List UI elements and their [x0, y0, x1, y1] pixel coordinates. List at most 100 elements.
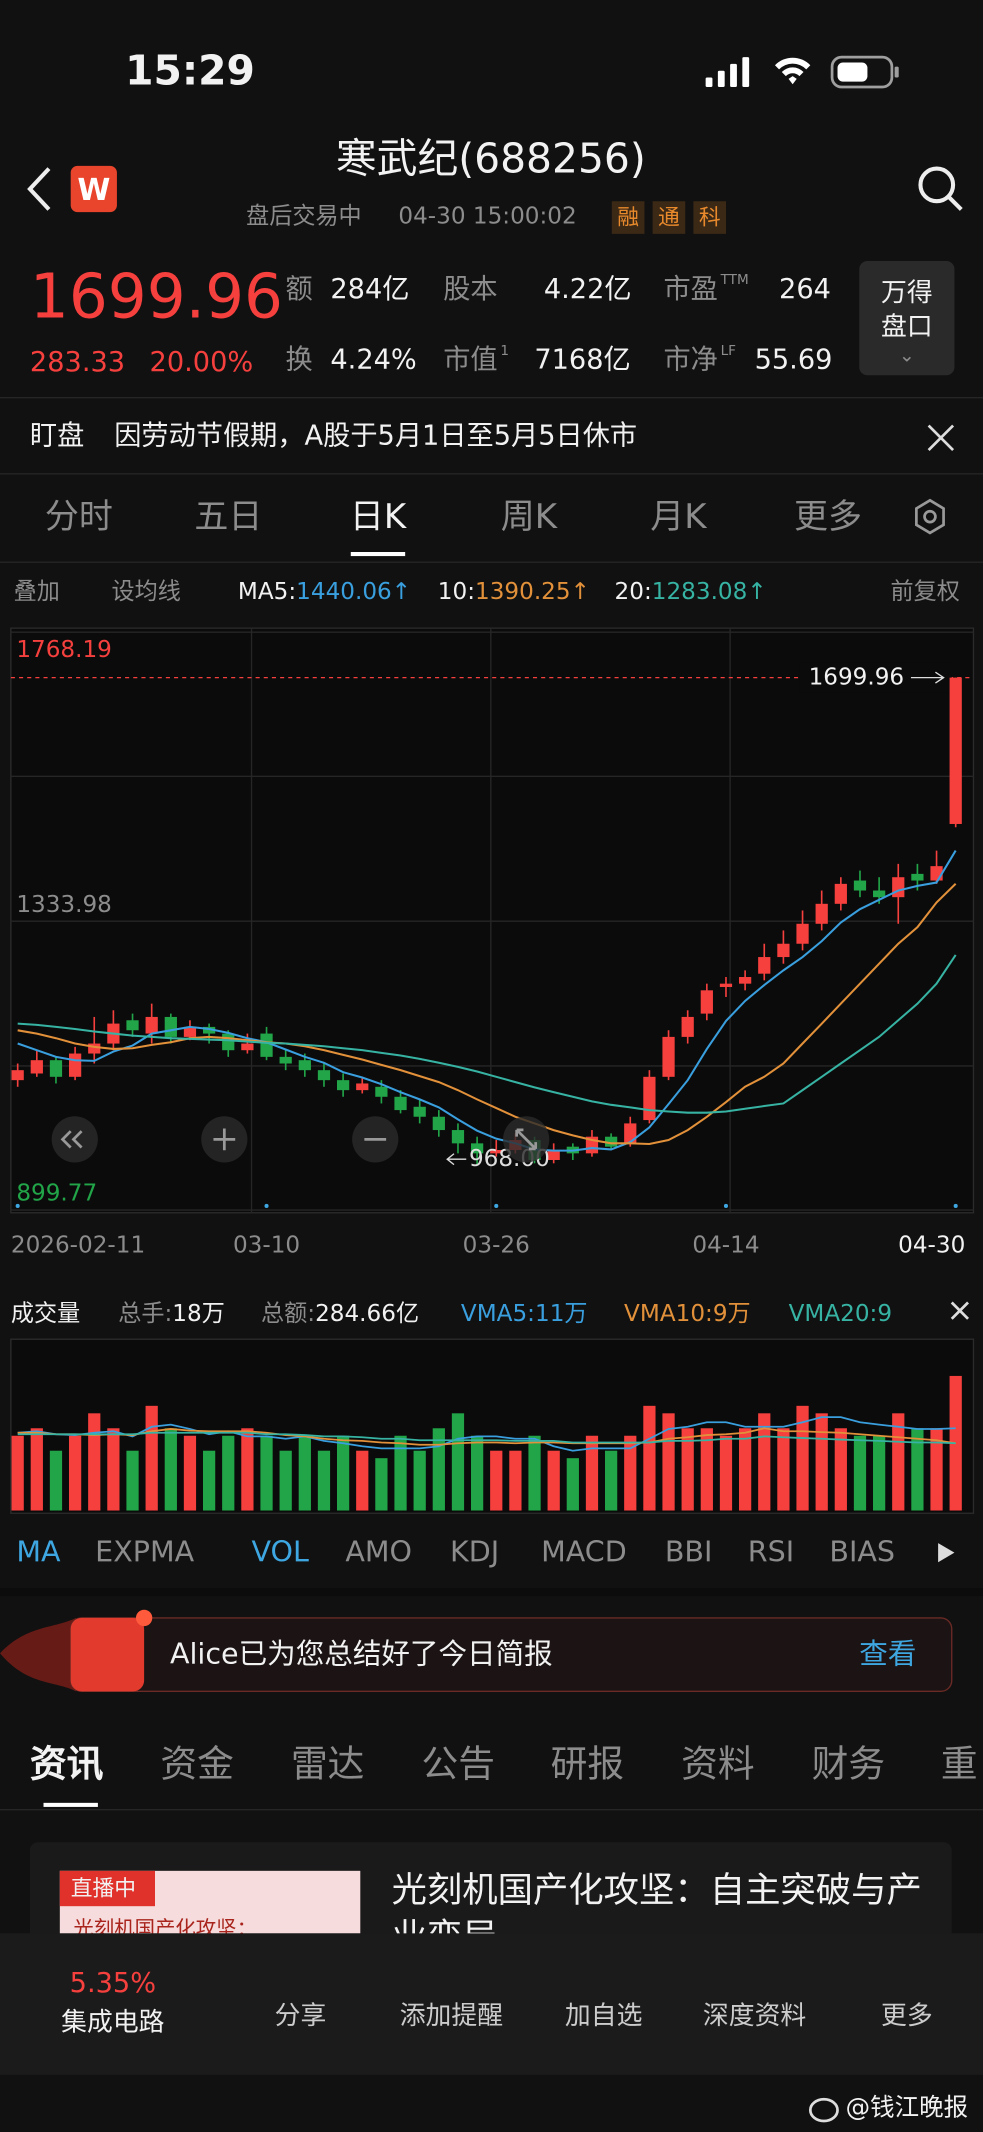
ma-line: [17, 954, 957, 1114]
news-tab[interactable]: 资料: [681, 1743, 755, 1786]
ma-line: [17, 883, 957, 1145]
price: 1699.96: [29, 260, 283, 333]
candle-body: [356, 1083, 369, 1091]
news-tab[interactable]: 公告: [421, 1743, 495, 1786]
settings-icon[interactable]: [915, 498, 945, 535]
candle-body: [853, 880, 867, 891]
sector-change: 5.35%: [69, 1965, 157, 1999]
indicator[interactable]: MA: [16, 1535, 61, 1569]
tab[interactable]: 更多: [794, 496, 863, 537]
news-title[interactable]: 光刻机国产化攻坚：自主突破与产业变局: [391, 1870, 922, 1958]
overlay[interactable]: 叠加: [13, 578, 60, 606]
action[interactable]: 加自选: [564, 2000, 643, 2031]
chevron: ⌄: [898, 345, 915, 368]
candle-body: [777, 943, 790, 958]
indicator[interactable]: VOL: [251, 1535, 309, 1569]
candle-body: [547, 1150, 560, 1160]
status-time: 15:29: [125, 47, 255, 96]
news-tab[interactable]: 财务: [811, 1743, 886, 1786]
volume-bar: [336, 1435, 350, 1511]
stat-value: 4.24%: [330, 342, 417, 376]
news-tab[interactable]: 资金: [160, 1743, 234, 1786]
stat-label: 股本: [443, 275, 497, 302]
indicator[interactable]: AMO: [345, 1535, 412, 1569]
action[interactable]: 深度资料: [702, 2000, 807, 2031]
candle-body: [183, 1026, 197, 1037]
banner-text: Alice已为您总结好了今日简报: [169, 1637, 553, 1671]
stock-title: 寒武纪(688256): [335, 135, 646, 184]
close-volume[interactable]: [950, 1301, 970, 1320]
candle-body: [470, 1143, 484, 1154]
stat-value: 284.66亿: [315, 1300, 420, 1328]
tab[interactable]: 月K: [650, 496, 707, 537]
legend-name: VMA10:: [624, 1300, 713, 1328]
volume-bar: [853, 1435, 867, 1511]
indicator[interactable]: KDJ: [450, 1535, 500, 1569]
banner-flame: [0, 1617, 77, 1692]
tab[interactable]: 分时: [44, 496, 113, 537]
legend-value: 11万: [534, 1300, 588, 1328]
live-badge-text: 直播中: [70, 1874, 136, 1901]
action[interactable]: 添加提醒: [399, 2000, 504, 2031]
weibo-icon: [808, 2097, 839, 2123]
candle-body: [413, 1106, 426, 1117]
stat-label: 总额:: [261, 1300, 316, 1328]
tab[interactable]: 周K: [500, 496, 558, 537]
candle-body: [719, 983, 733, 987]
indicator[interactable]: RSI: [747, 1535, 795, 1569]
tag: 融: [611, 201, 645, 234]
indicator[interactable]: MACD: [541, 1535, 627, 1569]
volume-bar: [949, 1375, 962, 1511]
vma-legend: VMA5:11万 VMA10:9万 VMA20:9: [449, 1298, 900, 1333]
candle-body: [279, 1056, 292, 1064]
candle-body: [624, 1123, 637, 1144]
tab[interactable]: 五日: [194, 496, 263, 537]
sector-name[interactable]: 集成电路: [61, 2007, 165, 2038]
vma-line: [17, 1431, 956, 1445]
vma-line: [17, 1416, 956, 1452]
x-tick: [264, 1203, 269, 1209]
bottom-bar-cover: [0, 1933, 983, 2075]
volume-bar: [413, 1450, 426, 1511]
candle-body: [68, 1053, 82, 1077]
logo: [70, 165, 117, 213]
volume-bar: [834, 1428, 847, 1511]
button-text: 万得: [881, 278, 933, 308]
last-price-label: 1699.96: [809, 665, 905, 691]
close-notice[interactable]: [927, 424, 955, 451]
adjust[interactable]: 前复权: [890, 578, 960, 606]
action[interactable]: 分享: [274, 2000, 327, 2031]
set-ma[interactable]: 设均线: [111, 578, 181, 606]
banner-action[interactable]: 查看: [859, 1637, 917, 1671]
tab-underline: [350, 552, 406, 557]
volume-bar: [509, 1450, 522, 1511]
legend-name: 20:: [614, 578, 652, 606]
legend-value: 1390.25↑: [474, 578, 590, 606]
tab-active[interactable]: 日K: [349, 496, 407, 537]
live-badge: [59, 1870, 155, 1907]
y-tick-label: 1768.19: [16, 637, 112, 663]
news-tab[interactable]: 研报: [550, 1743, 625, 1786]
indicator[interactable]: EXPMA: [95, 1535, 195, 1569]
more-indicators[interactable]: [938, 1543, 955, 1563]
candle-body: [336, 1080, 350, 1091]
news-tab-active[interactable]: 资讯: [29, 1743, 104, 1786]
depth-button[interactable]: [859, 261, 955, 376]
x-tick-label: 04-14: [692, 1232, 759, 1258]
back-button[interactable]: [27, 167, 51, 211]
candle-body: [432, 1116, 445, 1131]
search-icon[interactable]: [918, 166, 956, 204]
news-tab[interactable]: 重: [940, 1743, 978, 1786]
banner[interactable]: [70, 1617, 953, 1693]
volume-bar: [241, 1428, 254, 1511]
volume-bar: [222, 1435, 235, 1511]
action[interactable]: 更多: [881, 2000, 933, 2031]
label-sup: 1: [500, 343, 510, 359]
y-tick-label: 899.77: [16, 1181, 97, 1207]
candle-body: [202, 1026, 216, 1034]
indicator[interactable]: BBI: [664, 1535, 713, 1569]
ma-line: [17, 850, 957, 1152]
label-text: 换: [285, 342, 313, 376]
indicator[interactable]: BIAS: [829, 1535, 896, 1569]
news-tab[interactable]: 雷达: [290, 1743, 365, 1786]
